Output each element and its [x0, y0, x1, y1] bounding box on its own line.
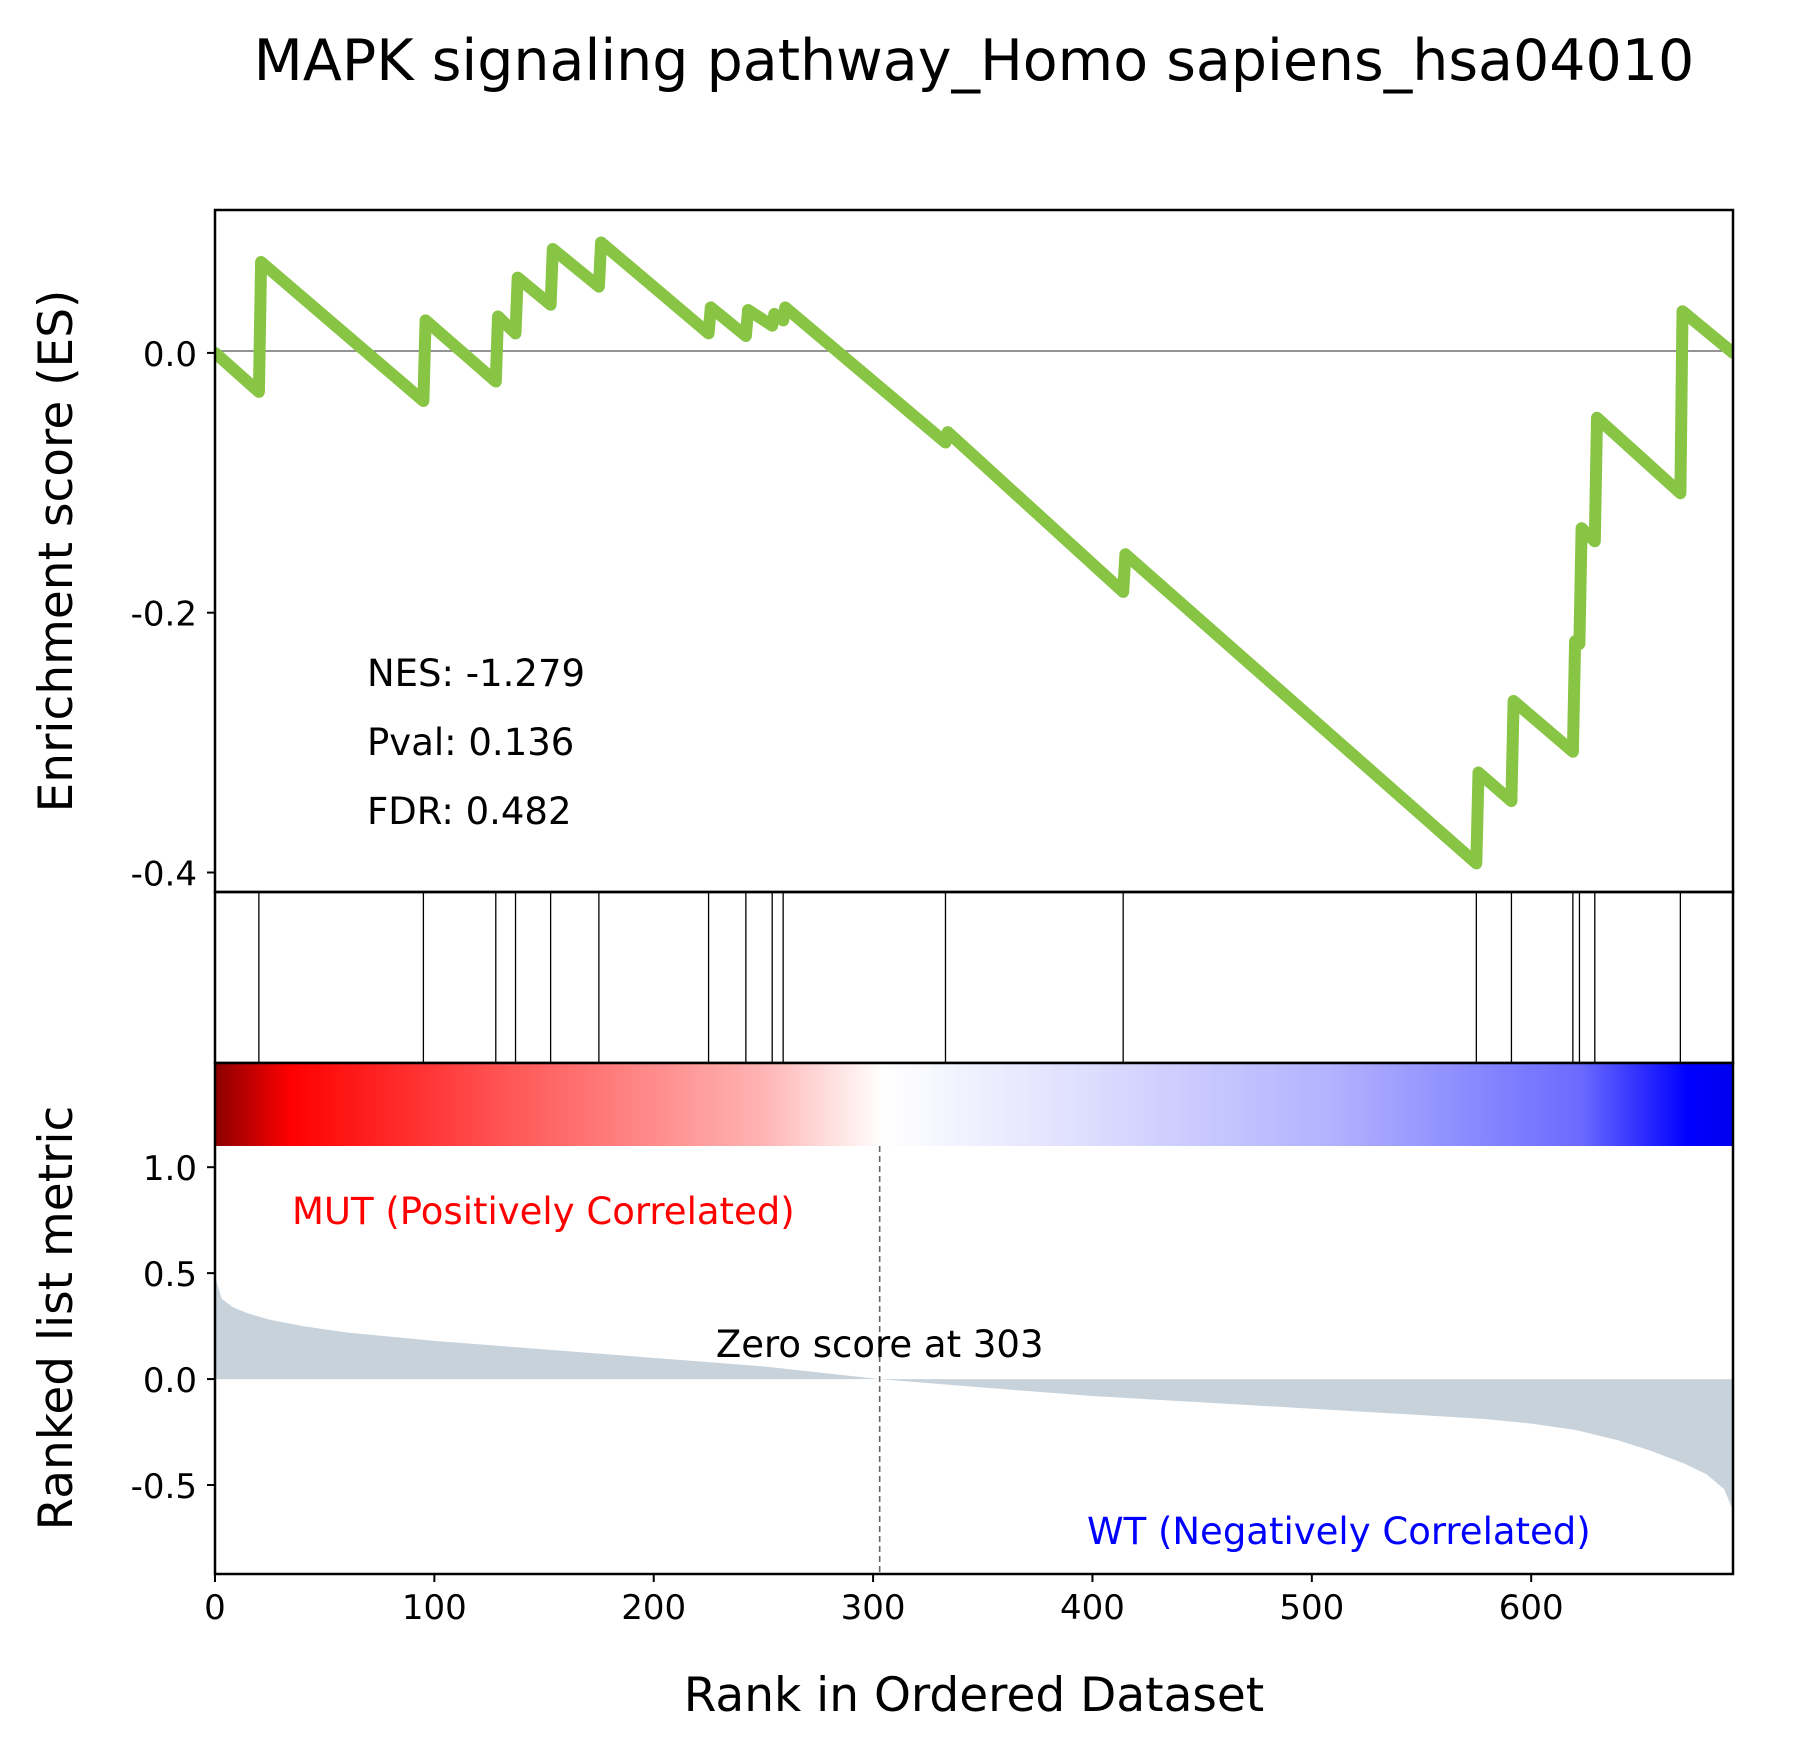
hit-panel	[213, 890, 1735, 1065]
ranked-y-axis: 1.0 0.5 0.0 -0.5	[131, 1149, 215, 1507]
es-y-tick-label: 0.0	[143, 335, 197, 375]
es-panel: 0.0 -0.2 -0.4 NES: -1.279 Pval: 0.136 FDR:…	[29, 208, 1735, 895]
ranked-metric-area	[215, 1273, 1733, 1511]
rank-colorbar	[215, 1063, 1733, 1146]
negative-correlation-label: WT (Negatively Correlated)	[1087, 1510, 1591, 1553]
es-curve	[215, 236, 1733, 870]
x-axis: 0 100 200 300 400 500 600	[204, 1574, 1564, 1628]
es-y-tick-label: -0.2	[131, 595, 197, 635]
fdr-annotation: FDR: 0.482	[367, 790, 572, 833]
ranked-panel-frame	[213, 1061, 1735, 1576]
x-tick-label: 0	[204, 1588, 226, 1628]
x-axis-label: Rank in Ordered Dataset	[684, 1668, 1264, 1723]
zero-score-label: Zero score at 303	[716, 1323, 1044, 1366]
x-tick-label: 200	[621, 1588, 686, 1628]
positive-correlation-label: MUT (Positively Correlated)	[292, 1190, 795, 1233]
x-tick-label: 600	[1499, 1588, 1564, 1628]
x-tick-label: 500	[1279, 1588, 1344, 1628]
x-tick-label: 400	[1060, 1588, 1125, 1628]
ranked-y-tick-label: 0.0	[143, 1361, 197, 1401]
ranked-y-tick-label: -0.5	[131, 1467, 197, 1507]
hit-panel-frame	[213, 890, 1735, 1065]
es-y-axis: 0.0 -0.2 -0.4	[131, 335, 215, 895]
es-y-label: Enrichment score (ES)	[29, 290, 84, 813]
x-tick-label: 300	[841, 1588, 906, 1628]
ranked-y-tick-label: 1.0	[143, 1149, 197, 1189]
nes-annotation: NES: -1.279	[367, 652, 585, 695]
es-y-tick-label: -0.4	[131, 855, 197, 895]
ranked-panel: Zero score at 303 MUT (Positively Correl…	[29, 1061, 1735, 1576]
x-tick-label: 100	[402, 1588, 467, 1628]
ranked-y-tick-label: 0.5	[143, 1255, 197, 1295]
pval-annotation: Pval: 0.136	[367, 721, 574, 764]
chart-title: MAPK signaling pathway_Homo sapiens_hsa0…	[254, 28, 1695, 94]
ranked-y-label: Ranked list metric	[29, 1106, 84, 1531]
hit-lines	[258, 892, 1682, 1063]
